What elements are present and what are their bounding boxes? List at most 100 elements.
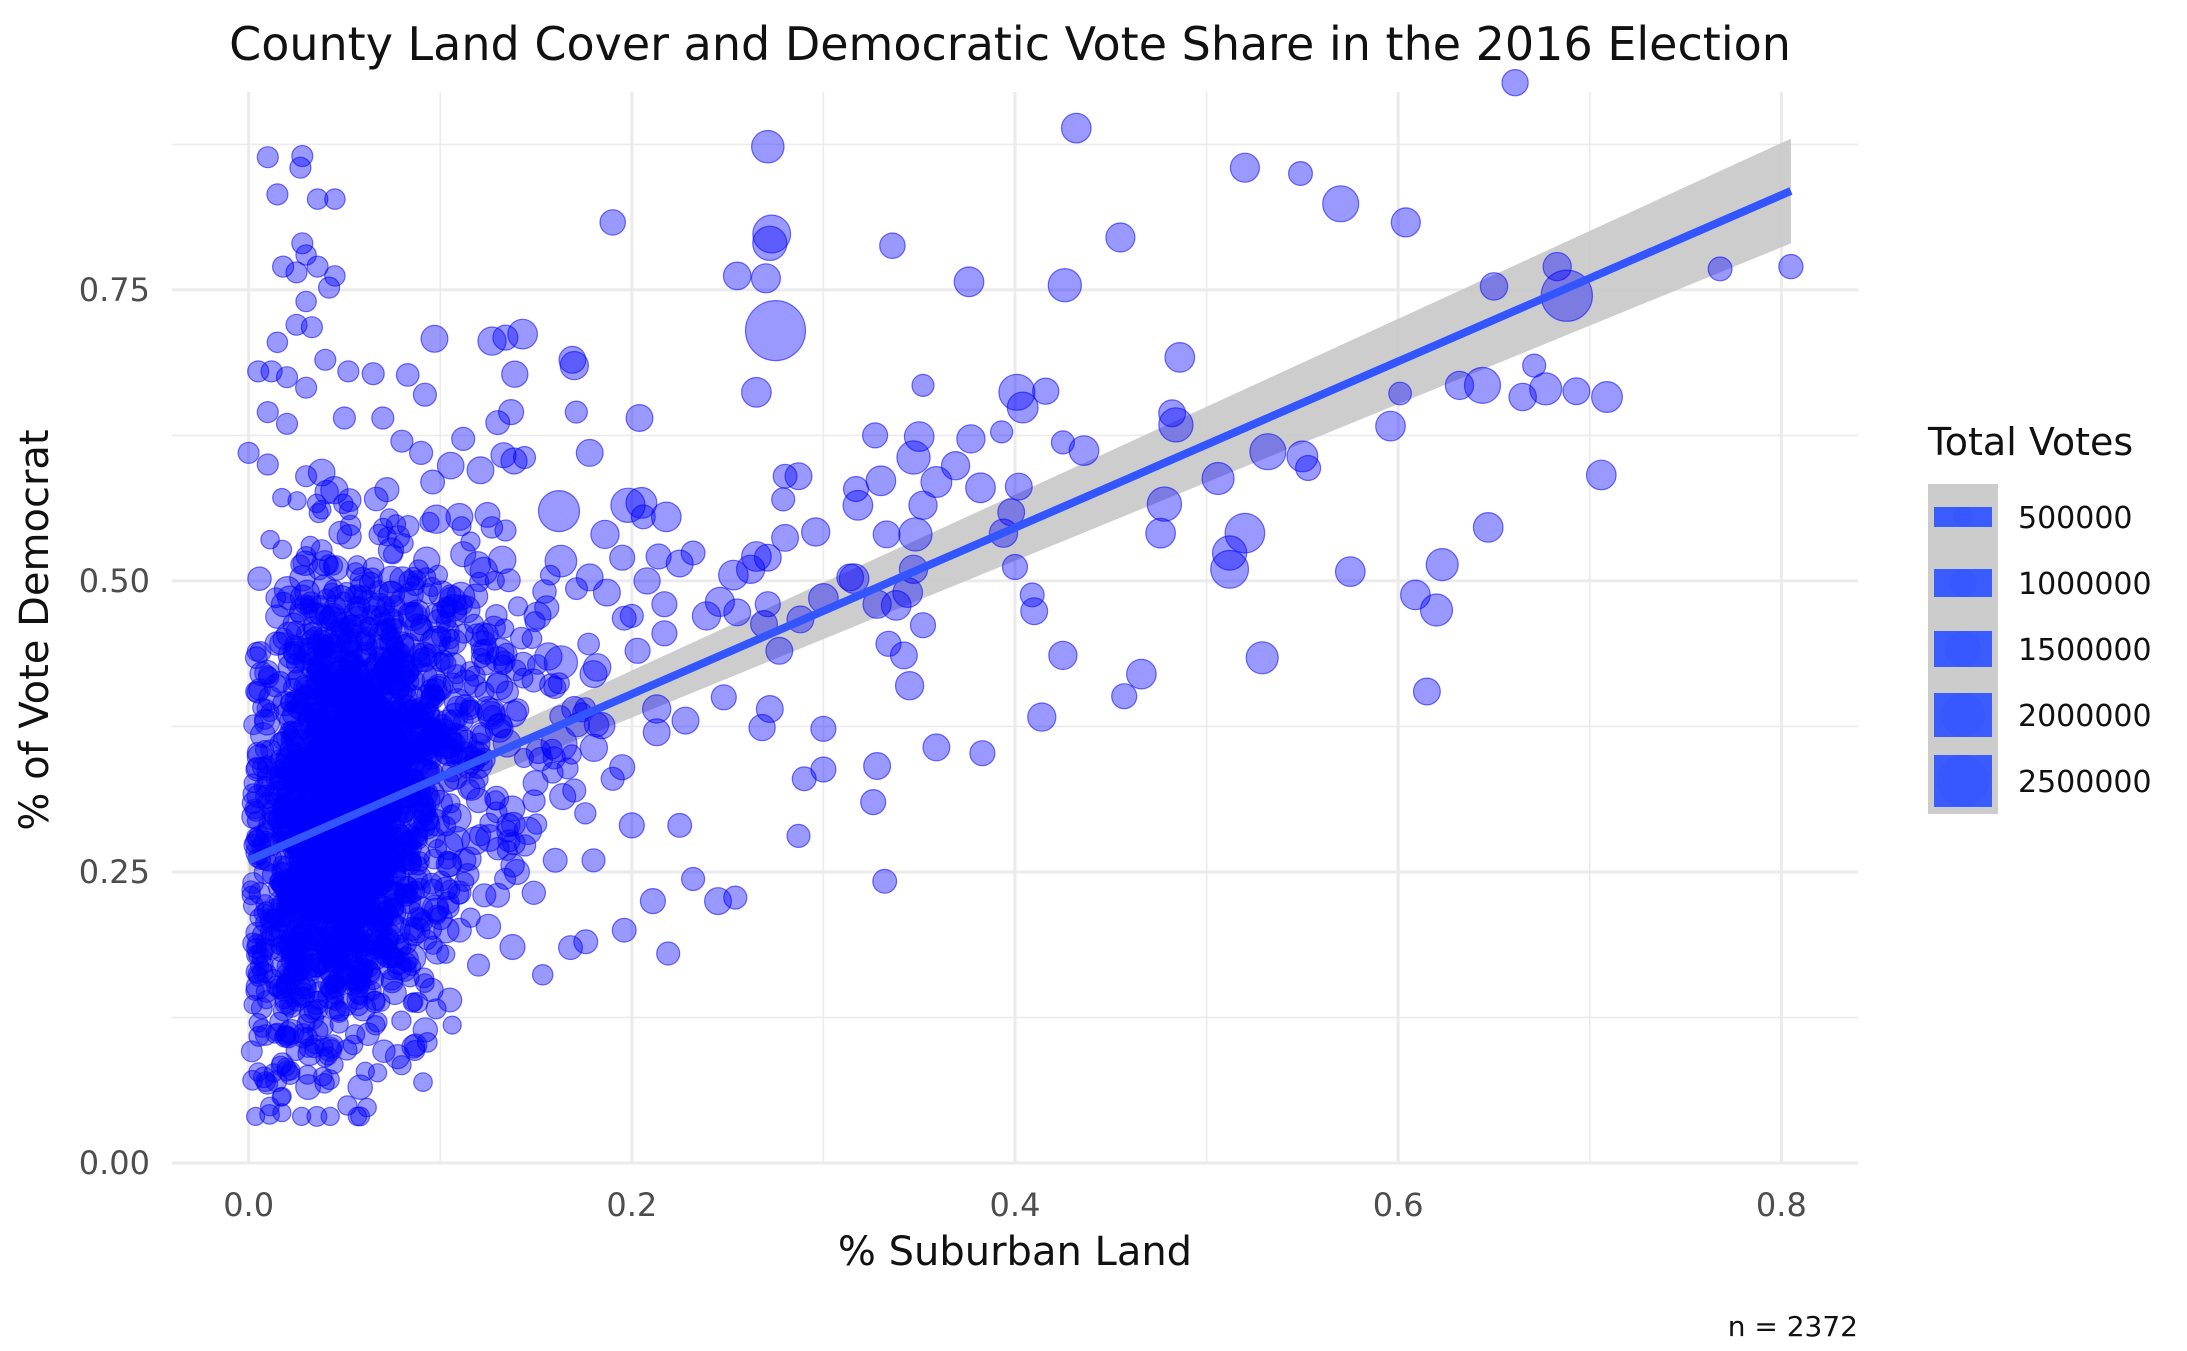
- data-point: [420, 324, 449, 353]
- data-point: [263, 805, 285, 826]
- data-point: [786, 823, 811, 849]
- data-point: [501, 360, 529, 388]
- data-point: [391, 682, 413, 704]
- data-point: [314, 348, 337, 371]
- data-point: [255, 822, 276, 843]
- data-point: [1027, 702, 1057, 732]
- data-point: [898, 517, 933, 552]
- data-point: [1019, 582, 1045, 608]
- data-point: [240, 1040, 263, 1063]
- data-point: [656, 941, 681, 966]
- data-point: [244, 798, 265, 820]
- data-point: [311, 499, 332, 520]
- data-point: [579, 660, 608, 689]
- data-point: [277, 1026, 300, 1049]
- data-point: [297, 707, 325, 736]
- data-point: [911, 373, 935, 397]
- data-point: [872, 520, 901, 549]
- data-point: [246, 1106, 266, 1127]
- data-point: [255, 912, 276, 934]
- x-tick-label: 0.8: [1756, 1186, 1807, 1224]
- data-point: [255, 1071, 277, 1092]
- data-point: [1201, 461, 1235, 496]
- chart-title: County Land Cover and Democratic Vote Sh…: [229, 17, 1791, 71]
- data-point: [421, 894, 450, 922]
- data-point: [412, 646, 438, 673]
- data-point: [256, 146, 279, 169]
- data-point: [337, 360, 360, 383]
- data-point: [361, 362, 385, 386]
- data-point: [247, 566, 272, 591]
- data-point: [397, 943, 427, 973]
- data-point: [407, 869, 428, 890]
- data-point: [393, 533, 414, 554]
- data-point: [446, 917, 472, 943]
- data-point: [969, 740, 996, 767]
- data-point: [537, 490, 581, 533]
- data-point: [289, 156, 312, 179]
- y-tick-label: 0.25: [79, 853, 150, 891]
- data-point: [744, 300, 807, 362]
- data-point: [651, 620, 678, 647]
- data-point: [436, 619, 460, 643]
- data-point: [480, 516, 504, 539]
- data-point: [1388, 381, 1412, 406]
- data-point: [1778, 253, 1804, 280]
- data-point: [577, 632, 600, 656]
- data-point: [494, 618, 515, 639]
- legend-label: 1000000: [2018, 567, 2152, 602]
- data-point: [347, 1074, 373, 1100]
- data-point: [266, 183, 289, 206]
- data-point: [378, 608, 405, 635]
- data-point: [1294, 454, 1322, 482]
- data-point: [374, 477, 400, 503]
- data-point: [1146, 486, 1183, 522]
- data-point: [408, 704, 435, 731]
- data-point: [842, 489, 874, 521]
- data-point: [1111, 683, 1138, 710]
- data-point: [350, 1106, 371, 1127]
- data-point: [650, 501, 682, 533]
- data-point: [295, 465, 318, 488]
- data-point: [609, 544, 636, 571]
- data-point: [592, 578, 621, 607]
- data-point: [344, 1024, 366, 1045]
- data-point: [384, 1043, 411, 1070]
- data-point: [581, 848, 606, 873]
- data-point: [599, 209, 626, 236]
- data-point: [318, 276, 341, 299]
- data-point: [308, 502, 329, 524]
- data-point: [275, 412, 299, 435]
- data-point: [574, 802, 597, 825]
- data-point: [1390, 207, 1421, 238]
- data-point: [324, 188, 346, 210]
- y-axis-title: % of Vote Democrat: [12, 429, 58, 830]
- data-point: [434, 709, 461, 736]
- data-point: [385, 514, 407, 535]
- data-point: [1287, 161, 1313, 187]
- data-point: [274, 992, 297, 1015]
- data-point: [442, 803, 472, 833]
- legend-key-circle: [1949, 569, 1977, 597]
- data-point: [691, 601, 722, 631]
- x-tick-label: 0.2: [606, 1186, 657, 1224]
- data-point: [909, 612, 937, 639]
- legend-key-circle: [1945, 631, 1981, 667]
- x-axis-title: % Suburban Land: [838, 1229, 1192, 1275]
- data-point: [1158, 407, 1194, 443]
- data-point: [557, 935, 583, 961]
- data-point: [437, 987, 463, 1013]
- data-point: [590, 519, 620, 550]
- data-point: [343, 882, 364, 903]
- data-point: [741, 376, 772, 408]
- data-point: [791, 766, 817, 792]
- data-point: [371, 406, 395, 430]
- data-point: [442, 1015, 462, 1035]
- data-point: [896, 440, 931, 475]
- data-point: [1210, 549, 1250, 589]
- data-point: [680, 866, 706, 892]
- legend-keys: 500000 1000000 1500000 2000000 2500000: [1928, 484, 2152, 814]
- data-point: [298, 738, 319, 759]
- data-point: [257, 755, 277, 775]
- legend-key-circle: [1937, 755, 1989, 807]
